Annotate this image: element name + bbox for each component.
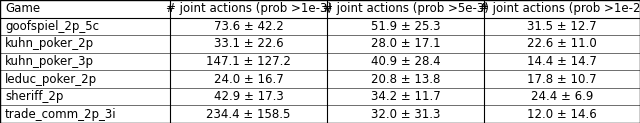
Text: 147.1 ± 127.2: 147.1 ± 127.2 bbox=[206, 55, 291, 68]
Text: 24.4 ± 6.9: 24.4 ± 6.9 bbox=[531, 90, 593, 103]
Text: # joint actions (prob >1e-2): # joint actions (prob >1e-2) bbox=[479, 2, 640, 15]
Text: trade_comm_2p_3i: trade_comm_2p_3i bbox=[5, 108, 116, 121]
Text: 28.0 ± 17.1: 28.0 ± 17.1 bbox=[371, 37, 440, 50]
Text: # joint actions (prob >1e-3): # joint actions (prob >1e-3) bbox=[166, 2, 332, 15]
Text: 22.6 ± 11.0: 22.6 ± 11.0 bbox=[527, 37, 597, 50]
Text: leduc_poker_2p: leduc_poker_2p bbox=[5, 73, 97, 86]
Text: 24.0 ± 16.7: 24.0 ± 16.7 bbox=[214, 73, 284, 86]
Text: 33.1 ± 22.6: 33.1 ± 22.6 bbox=[214, 37, 284, 50]
Text: sheriff_2p: sheriff_2p bbox=[5, 90, 63, 103]
Text: 73.6 ± 42.2: 73.6 ± 42.2 bbox=[214, 20, 284, 33]
Text: 17.8 ± 10.7: 17.8 ± 10.7 bbox=[527, 73, 597, 86]
Text: kuhn_poker_3p: kuhn_poker_3p bbox=[5, 55, 94, 68]
Text: 31.5 ± 12.7: 31.5 ± 12.7 bbox=[527, 20, 597, 33]
Text: Game: Game bbox=[5, 2, 40, 15]
Text: 34.2 ± 11.7: 34.2 ± 11.7 bbox=[371, 90, 440, 103]
Text: 20.8 ± 13.8: 20.8 ± 13.8 bbox=[371, 73, 440, 86]
Text: 32.0 ± 31.3: 32.0 ± 31.3 bbox=[371, 108, 440, 121]
Text: 42.9 ± 17.3: 42.9 ± 17.3 bbox=[214, 90, 284, 103]
Text: # joint actions (prob >5e-3): # joint actions (prob >5e-3) bbox=[323, 2, 488, 15]
Text: goofspiel_2p_5c: goofspiel_2p_5c bbox=[5, 20, 99, 33]
Text: kuhn_poker_2p: kuhn_poker_2p bbox=[5, 37, 94, 50]
Text: 14.4 ± 14.7: 14.4 ± 14.7 bbox=[527, 55, 597, 68]
Text: 12.0 ± 14.6: 12.0 ± 14.6 bbox=[527, 108, 597, 121]
Text: 40.9 ± 28.4: 40.9 ± 28.4 bbox=[371, 55, 440, 68]
Text: 234.4 ± 158.5: 234.4 ± 158.5 bbox=[206, 108, 291, 121]
Text: 51.9 ± 25.3: 51.9 ± 25.3 bbox=[371, 20, 440, 33]
